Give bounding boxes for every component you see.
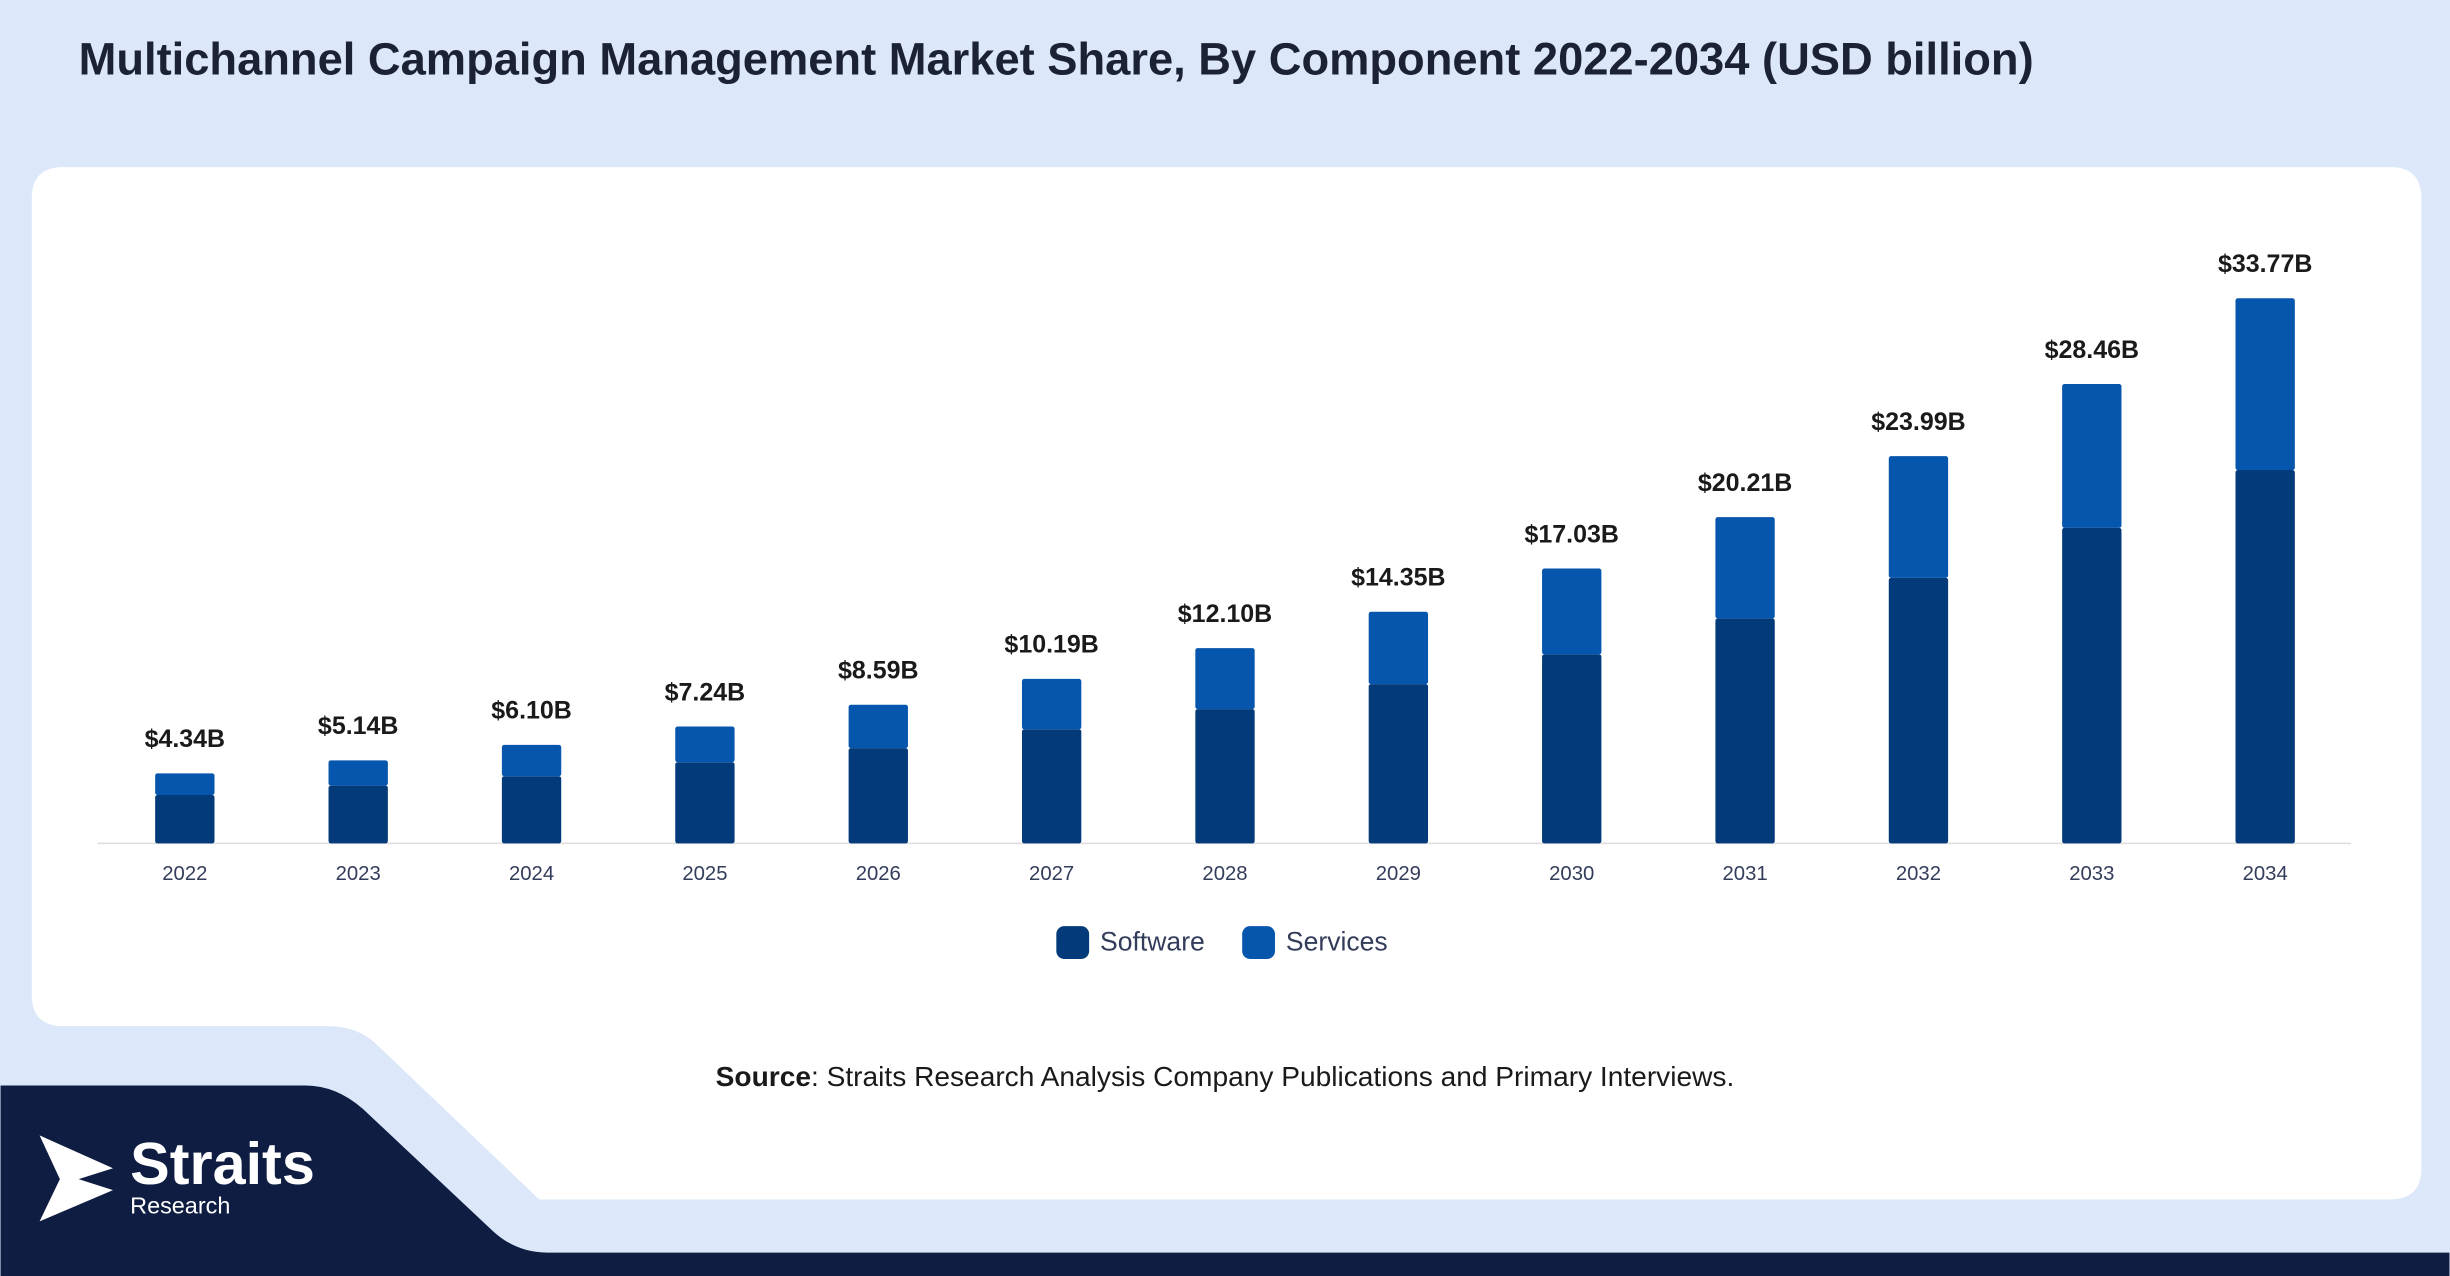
- bar-segment: [328, 785, 388, 844]
- total-label: $4.34B: [145, 725, 226, 753]
- total-label: $10.19B: [1004, 631, 1098, 659]
- bar-segment: [1888, 577, 1949, 844]
- bar-segment: [1021, 678, 1082, 730]
- total-label: $20.21B: [1698, 469, 1792, 497]
- total-label: $6.10B: [491, 697, 572, 725]
- bar-segment: [1021, 729, 1082, 844]
- legend-label: Services: [1286, 926, 1388, 956]
- bar-segment: [1715, 517, 1775, 619]
- total-label: $23.99B: [1871, 408, 1965, 436]
- bar-segment: [1195, 648, 1255, 710]
- legend-swatch: [1242, 926, 1275, 959]
- bar-segment: [1715, 618, 1775, 844]
- bar-segment: [848, 748, 908, 844]
- bar-segment: [2235, 470, 2295, 844]
- bar-segment: [328, 760, 388, 786]
- x-tick-label: 2033: [2069, 863, 2114, 885]
- x-tick-label: 2034: [2243, 863, 2288, 885]
- x-tick-label: 2024: [509, 863, 554, 885]
- source-text: : Straits Research Analysis Company Publ…: [811, 1062, 1734, 1093]
- total-label: $33.77B: [2218, 250, 2312, 278]
- logo-name: Straits: [130, 1130, 315, 1197]
- x-tick-label: 2029: [1376, 863, 1421, 885]
- legend-swatch: [1056, 926, 1090, 959]
- x-tick-label: 2023: [336, 863, 381, 885]
- bar-segment: [675, 726, 735, 763]
- logo-icon: [39, 1135, 113, 1222]
- bar-segment: [501, 776, 562, 844]
- total-label: $5.14B: [318, 712, 399, 740]
- bar-segment: [501, 744, 562, 777]
- bar-segment: [1368, 611, 1429, 685]
- logo-tagline: Research: [130, 1192, 230, 1218]
- x-tick-label: 2025: [682, 863, 727, 885]
- bar-segment: [2235, 298, 2295, 471]
- bar-segment: [155, 794, 215, 844]
- bar-segment: [1368, 684, 1429, 844]
- x-tick-label: 2022: [162, 863, 207, 885]
- bar-segment: [1542, 568, 1602, 655]
- bar-segment: [675, 762, 735, 844]
- x-tick-label: 2026: [856, 863, 901, 885]
- x-tick-label: 2032: [1896, 863, 1941, 885]
- footer-band: [0, 1085, 2450, 1276]
- bar-segment: [155, 773, 215, 795]
- total-label: $8.59B: [838, 657, 919, 685]
- x-tick-label: 2028: [1202, 863, 1247, 885]
- bar-segment: [2062, 384, 2122, 528]
- bar-segment: [1888, 456, 1949, 578]
- source: Source: Straits Research Analysis Compan…: [716, 1062, 1735, 1093]
- total-label: $14.35B: [1351, 564, 1445, 592]
- bar-segment: [1542, 654, 1602, 844]
- total-label: $17.03B: [1525, 520, 1619, 548]
- chart-title: Multichannel Campaign Management Market …: [79, 33, 2034, 84]
- bar-segment: [1195, 709, 1255, 844]
- bar-segment: [2062, 527, 2122, 844]
- bar-segment: [848, 704, 908, 749]
- legend-label: Software: [1100, 926, 1205, 956]
- source-label: Source: [716, 1062, 811, 1093]
- total-label: $28.46B: [2045, 336, 2139, 364]
- x-tick-label: 2030: [1549, 863, 1594, 885]
- total-label: $7.24B: [665, 678, 746, 706]
- x-tick-label: 2027: [1029, 863, 1074, 885]
- total-label: $12.10B: [1178, 600, 1272, 628]
- x-tick-label: 2031: [1723, 863, 1768, 885]
